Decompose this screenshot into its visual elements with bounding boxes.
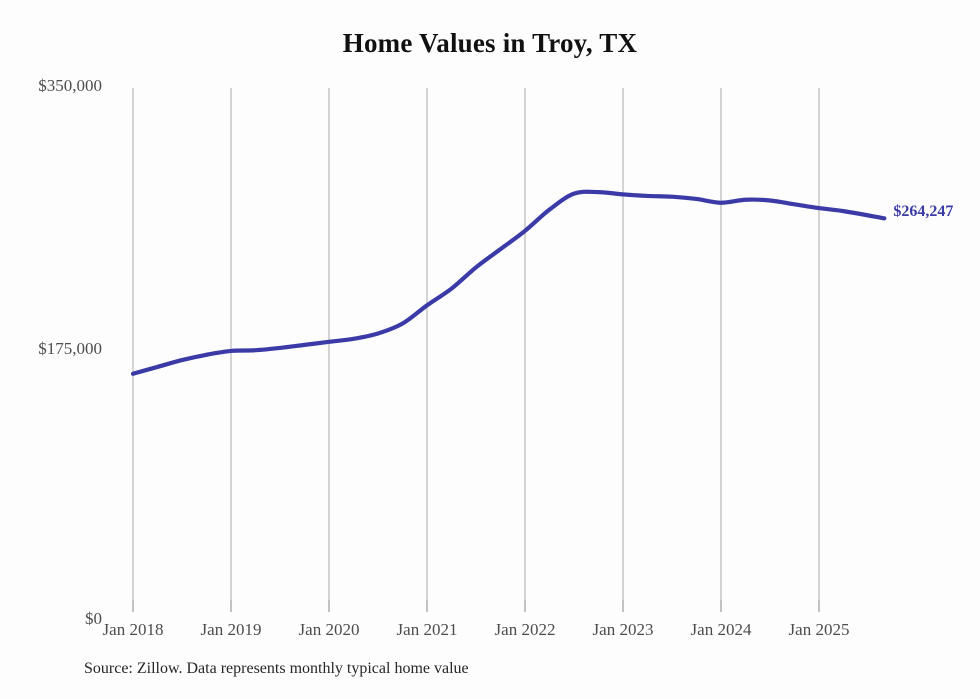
x-axis-ticks: [132, 600, 820, 612]
x-axis-tick-label-jan-2021: Jan 2021: [396, 620, 458, 639]
x-gridlines: [132, 88, 820, 600]
x-axis-tick-label-jan-2024: Jan 2024: [690, 620, 752, 639]
chart-title: Home Values in Troy, TX: [342, 28, 638, 58]
x-axis-tick-label-jan-2018: Jan 2018: [102, 620, 164, 639]
source-note: Source: Zillow. Data represents monthly …: [84, 660, 469, 677]
x-axis-tick-label-jan-2020: Jan 2020: [298, 620, 360, 639]
x-axis-tick-label-jan-2019: Jan 2019: [200, 620, 262, 639]
x-axis-tick-label-jan-2022: Jan 2022: [494, 620, 556, 639]
y-axis-tick-label-350000: $350,000: [38, 76, 102, 95]
end-value-annotation: $264,247: [893, 203, 954, 221]
y-axis-tick-label-0: $0: [85, 609, 102, 628]
y-axis-tick-label-175000: $175,000: [38, 339, 102, 358]
data-line-typical-home-value: [130, 189, 887, 376]
x-axis-tick-label-jan-2023: Jan 2023: [592, 620, 654, 639]
x-axis-tick-label-jan-2025: Jan 2025: [788, 620, 850, 639]
